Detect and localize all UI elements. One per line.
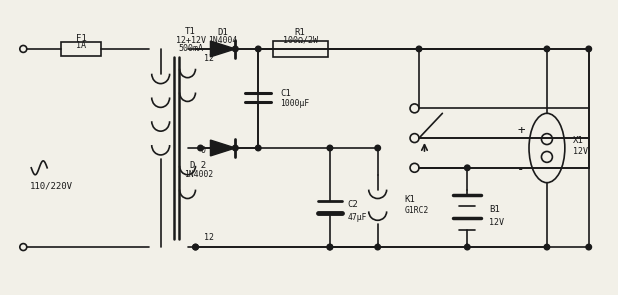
Text: G1RC2: G1RC2	[405, 206, 429, 215]
Circle shape	[544, 244, 550, 250]
Circle shape	[327, 244, 332, 250]
Text: C2: C2	[348, 200, 358, 209]
Text: F1: F1	[75, 34, 87, 42]
Text: 1000μF: 1000μF	[280, 99, 310, 108]
Text: 47μF: 47μF	[348, 213, 367, 222]
Text: B1: B1	[489, 205, 500, 214]
Text: -: -	[517, 163, 525, 176]
Circle shape	[586, 244, 591, 250]
Text: 1N4004: 1N4004	[208, 35, 237, 45]
Circle shape	[327, 244, 332, 250]
Circle shape	[327, 145, 332, 151]
Circle shape	[375, 145, 381, 151]
Text: 100Ω/2W: 100Ω/2W	[282, 35, 318, 45]
Bar	[273, 41, 328, 57]
Text: 12: 12	[205, 54, 214, 63]
Text: 12V: 12V	[489, 218, 504, 227]
Text: 12: 12	[205, 233, 214, 242]
Text: 12+12V: 12+12V	[176, 35, 206, 45]
Text: C1: C1	[280, 89, 291, 98]
Polygon shape	[211, 140, 235, 156]
Circle shape	[465, 165, 470, 171]
Text: 110/220V: 110/220V	[30, 181, 73, 190]
Circle shape	[255, 145, 261, 151]
Text: K1: K1	[405, 195, 415, 204]
Circle shape	[544, 46, 550, 52]
Circle shape	[232, 46, 238, 52]
Circle shape	[465, 244, 470, 250]
Text: T1: T1	[185, 27, 196, 36]
Text: 0: 0	[201, 146, 206, 155]
Circle shape	[198, 145, 203, 151]
Circle shape	[416, 46, 422, 52]
Circle shape	[586, 46, 591, 52]
Circle shape	[193, 244, 198, 250]
Circle shape	[255, 46, 261, 52]
Text: D1: D1	[217, 28, 228, 37]
Circle shape	[375, 244, 381, 250]
Text: X1: X1	[573, 136, 583, 145]
Text: 1N4002: 1N4002	[184, 170, 213, 179]
Bar	[61, 42, 101, 56]
Text: +: +	[517, 124, 525, 137]
Text: D 2: D 2	[190, 161, 206, 170]
Text: 12V: 12V	[573, 148, 588, 156]
Text: 500mA: 500mA	[178, 45, 203, 53]
Circle shape	[193, 244, 198, 250]
Text: R1: R1	[295, 28, 305, 37]
Text: 1A: 1A	[76, 42, 86, 50]
Polygon shape	[211, 41, 235, 57]
Circle shape	[232, 145, 238, 151]
